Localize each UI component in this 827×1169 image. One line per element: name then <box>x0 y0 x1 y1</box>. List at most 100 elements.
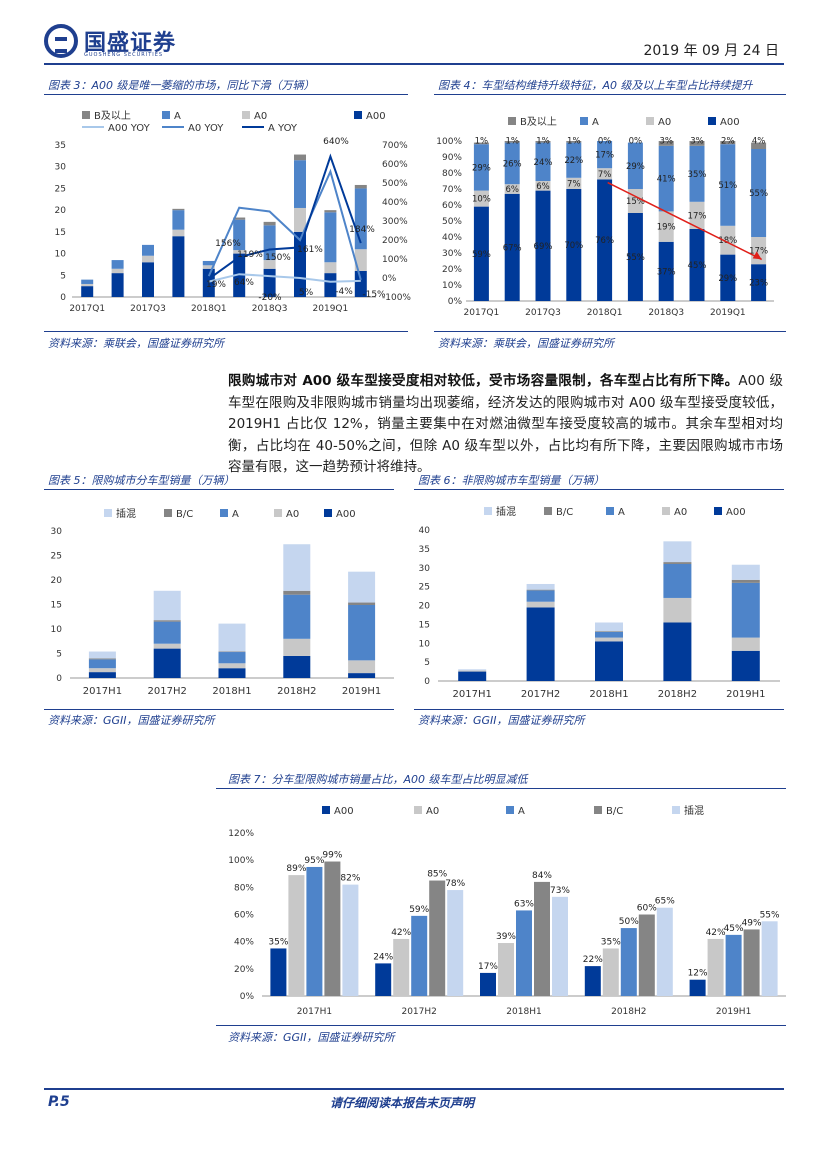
fig4-y-tick-7: 70% <box>442 185 462 195</box>
fig3-bar-A-1 <box>111 260 124 269</box>
fig7-data-label-A-4: 45% <box>724 924 744 934</box>
fig4-bar-A0-7 <box>689 201 705 229</box>
fig5-bar-B/C-4 <box>348 602 376 605</box>
fig3-y-tick-5: 25 <box>55 184 66 194</box>
fig6-x-tick-2: 2018H1 <box>589 689 628 700</box>
fig7-bar-A00-4 <box>689 979 706 996</box>
fig4-bar-B及以上-2 <box>535 141 551 143</box>
fig5-src-rule <box>44 709 394 710</box>
fig5-bar-A-3 <box>283 594 311 639</box>
fig7-x-tick-4: 2019H1 <box>716 1007 751 1017</box>
fig7-data-label-A-3: 50% <box>619 917 639 927</box>
fig5-bar-插混-2 <box>218 623 246 652</box>
fig5-bar-B/C-3 <box>283 590 311 595</box>
fig5-x-tick-4: 2019H1 <box>342 686 381 697</box>
fig4-chart: B及以上 A A0 A00 0% 10% 20% 30% 40% 50% 60% 70% 80% 90% 1… <box>436 116 774 318</box>
fig4-data-label-A-6: 41% <box>657 175 676 185</box>
fig4-data-label-B及以上-5: 0% <box>629 137 643 147</box>
fig6-bar-B/C-2 <box>595 631 623 632</box>
fig4-data-label-B及以上-4: 0% <box>598 137 612 147</box>
legend-label-4: A00 <box>726 507 746 518</box>
fig7-x-tick-1: 2017H2 <box>401 1007 436 1017</box>
fig7-bar-插混-0 <box>342 884 359 996</box>
fig7-bar-B/C-0 <box>324 861 341 996</box>
fig4-data-label-A-5: 29% <box>626 162 645 172</box>
fig3-bar-A00-2 <box>142 262 154 297</box>
fig5-bar-A0-4 <box>348 660 376 674</box>
fig3-x-tick-3: 2018Q3 <box>252 304 288 314</box>
fig4-data-label-B及以上-2: 1% <box>536 137 550 147</box>
fig7-data-label-A-2: 63% <box>514 899 534 909</box>
fig5-bar-A00-3 <box>283 655 311 678</box>
fig4-data-label-B及以上-8: 2% <box>721 137 735 147</box>
legend-label-4: A00 <box>336 509 356 520</box>
fig6-y-tick-3: 15 <box>419 620 430 630</box>
fig5-y-tick-2: 10 <box>51 625 63 635</box>
fig4-y-tick-9: 90% <box>442 153 462 163</box>
paragraph-lead: 限购城市对 A00 级车型接受度相对较低，受市场容量限制，各车型占比有所下降。 <box>228 373 739 389</box>
fig7-data-label-A0-4: 42% <box>706 928 726 938</box>
legend-swatch-1 <box>162 111 170 119</box>
report-date: 2019 年 09 月 24 日 <box>643 43 779 59</box>
fig3-data-label-2: 119% <box>237 250 263 260</box>
fig7-bar-A0-1 <box>393 938 410 996</box>
fig7-data-label-A0-2: 39% <box>496 932 516 942</box>
legend-label-3: A0 <box>286 509 299 520</box>
footer-divider <box>44 1088 784 1090</box>
fig4-data-label-A0-5: 15% <box>626 197 645 207</box>
fig5-title-rule <box>44 489 394 490</box>
fig7-source: 资料来源：GGII，国盛证券研究所 <box>228 1031 395 1044</box>
fig4-bar-A-6 <box>658 145 674 212</box>
fig4-data-label-B及以上-3: 1% <box>567 137 581 147</box>
fig3-bar-A-5 <box>233 219 246 251</box>
fig5-y-tick-0: 0 <box>56 674 62 684</box>
fig3-bar-A0-7 <box>294 207 306 232</box>
fig3-bar-A0-5 <box>233 250 246 254</box>
fig3-bar-A00-1 <box>111 273 124 297</box>
fig7-data-label-A-1: 59% <box>409 905 429 915</box>
fig5-bar-A-4 <box>348 604 376 661</box>
fig4-y-tick-5: 50% <box>442 217 462 227</box>
fig7-x-tick-2: 2018H1 <box>506 1007 541 1017</box>
fig4-y-tick-6: 60% <box>442 201 462 211</box>
fig4-data-label-A00-9: 23% <box>749 279 768 289</box>
fig4-source: 资料来源：乘联会，国盛证券研究所 <box>438 337 614 350</box>
fig7-data-label-A0-0: 89% <box>286 864 306 874</box>
legend-swatch-0 <box>322 806 330 814</box>
fig6-x-tick-3: 2018H2 <box>658 689 697 700</box>
fig4-y-tick-10: 100% <box>436 137 462 147</box>
fig4-data-label-A00-3: 70% <box>564 241 583 251</box>
fig7-bar-A-0 <box>306 866 323 996</box>
legend-label-4: A00 YOY <box>108 123 151 134</box>
fig6-bar-插混-3 <box>663 541 692 563</box>
fig4-data-label-A-0: 29% <box>472 163 491 173</box>
fig7-bar-插混-3 <box>656 907 673 996</box>
fig4-bar-A0-3 <box>566 177 582 189</box>
fig3-data-label-5: -20% <box>258 293 282 303</box>
fig7-data-label-插混-4: 55% <box>760 910 780 920</box>
legend-swatch-0 <box>484 507 492 515</box>
fig6-bar-A0-2 <box>595 637 623 642</box>
fig7-bar-A0-0 <box>288 875 305 996</box>
fig4-data-label-A00-2: 69% <box>534 242 553 252</box>
fig4-bar-A0-8 <box>720 225 736 255</box>
fig6-bar-插混-4 <box>731 564 760 580</box>
fig3-data-label-0: 156% <box>215 239 241 249</box>
legend-swatch-3 <box>594 806 602 814</box>
fig4-x-tick-3: 2018Q3 <box>648 308 684 318</box>
legend-swatch-1 <box>580 117 588 125</box>
fig4-y-tick-0: 0% <box>448 297 463 307</box>
legend-swatch-2 <box>606 507 614 515</box>
fig4-bar-B及以上-3 <box>566 141 582 143</box>
fig6-bar-B/C-3 <box>663 562 692 564</box>
company-name: 国盛证券 <box>84 31 177 56</box>
fig4-data-label-A00-5: 55% <box>626 253 645 263</box>
legend-swatch-4 <box>672 806 680 814</box>
fig5-y-tick-3: 15 <box>51 601 62 611</box>
fig4-data-label-A00-7: 45% <box>688 261 707 271</box>
fig3-title: 图表 3：A00 级是唯一萎缩的市场，同比下滑（万辆） <box>48 79 315 92</box>
fig6-bar-A00-3 <box>663 622 692 681</box>
fig3-bar-A-6 <box>263 225 276 261</box>
fig7-data-label-插混-1: 78% <box>445 879 465 889</box>
fig3-y-tick-7: 35 <box>55 141 66 151</box>
